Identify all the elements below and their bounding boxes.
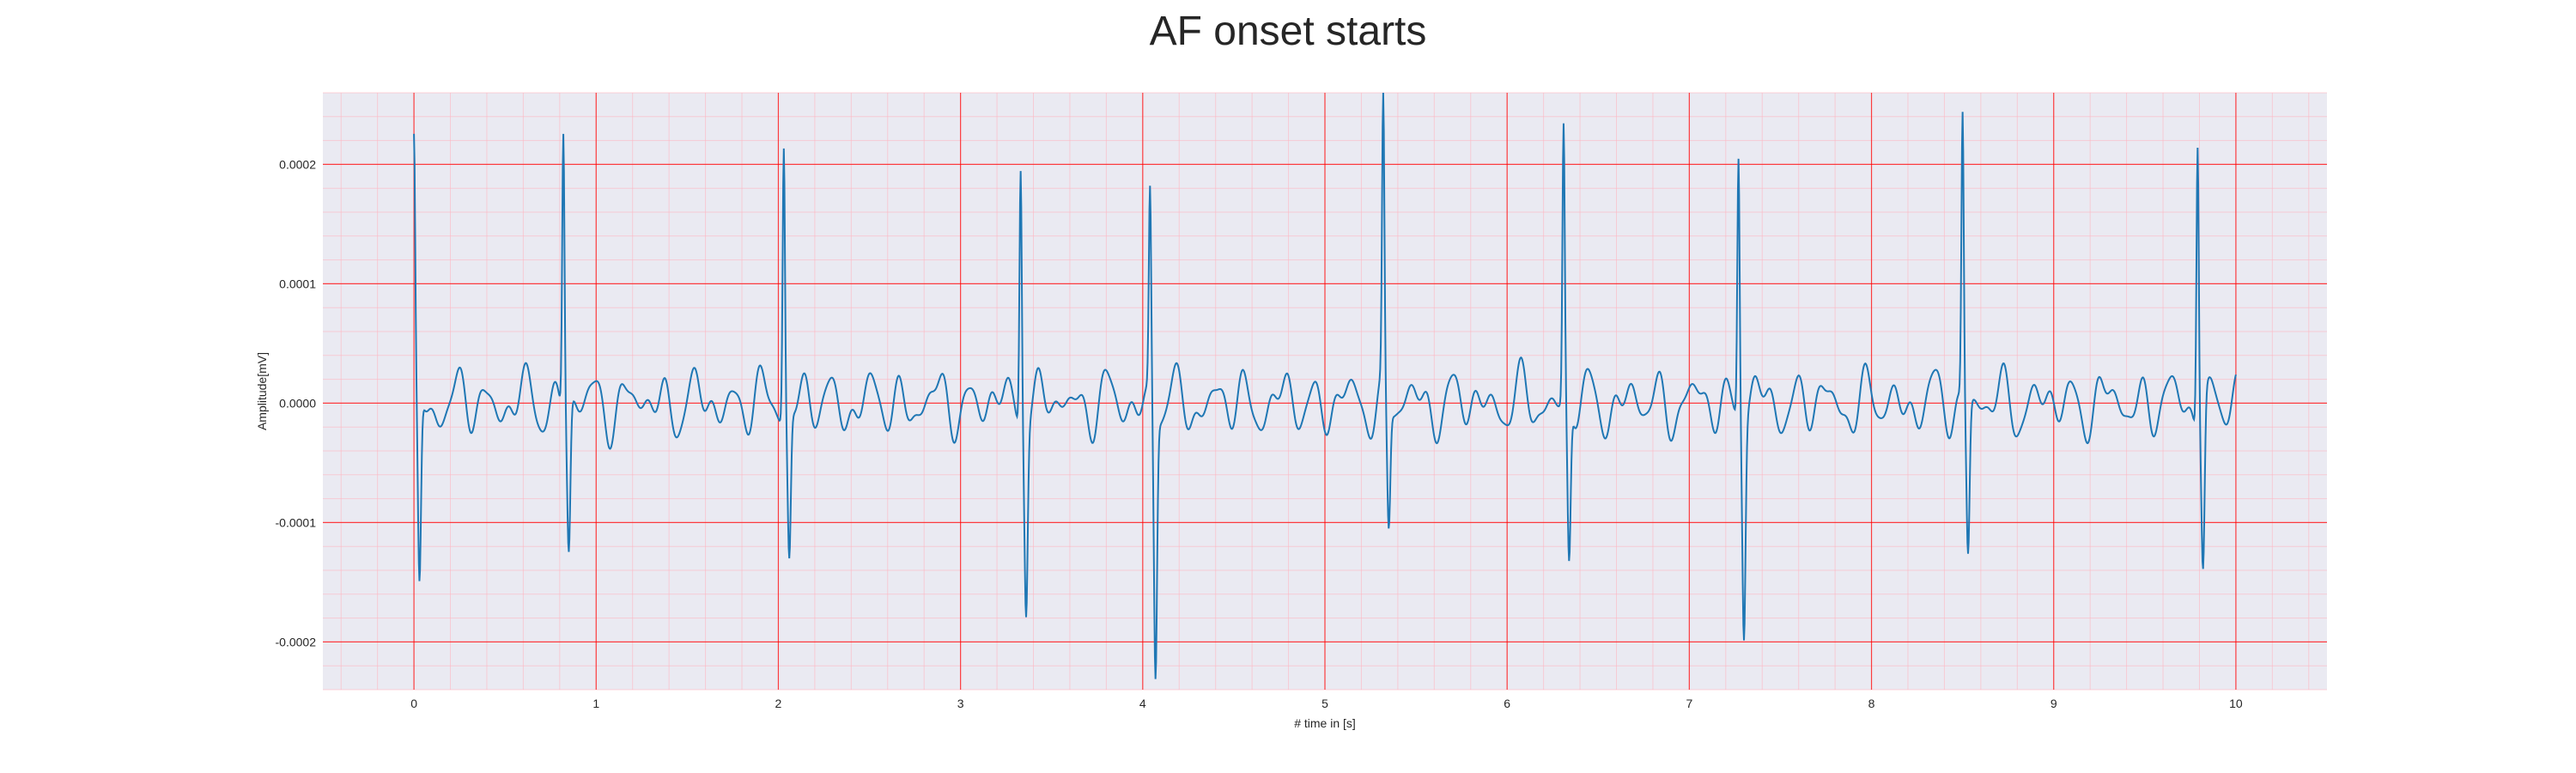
x-tick-label: 0 (410, 697, 417, 710)
x-axis-label: # time in [s] (1294, 716, 1356, 730)
ecg-signal-line (413, 92, 2237, 679)
y-tick-label: -0.0001 (276, 515, 317, 529)
x-tick-label: 3 (957, 697, 964, 710)
y-tick-label: -0.0002 (276, 635, 317, 648)
chart-title: AF onset starts (1150, 9, 1427, 54)
y-tick-label: 0.0002 (279, 157, 316, 171)
y-axis-label: Amplitude[mV] (255, 352, 269, 430)
x-tick-label: 1 (592, 697, 599, 710)
x-tick-label: 10 (2229, 697, 2243, 710)
x-axis-ticks: 0 1 2 3 4 5 6 7 8 9 10 (410, 697, 2243, 710)
y-axis-ticks: -0.0002 -0.0001 0.0000 0.0001 0.0002 (276, 157, 317, 648)
x-tick-label: 7 (1686, 697, 1692, 710)
y-tick-label: 0.0000 (279, 396, 316, 410)
x-tick-label: 6 (1504, 697, 1510, 710)
x-tick-label: 9 (2050, 697, 2057, 710)
x-tick-label: 8 (1868, 697, 1875, 710)
x-tick-label: 5 (1321, 697, 1328, 710)
y-tick-label: 0.0001 (279, 277, 316, 290)
x-tick-label: 4 (1139, 697, 1146, 710)
x-tick-label: 2 (775, 697, 782, 710)
